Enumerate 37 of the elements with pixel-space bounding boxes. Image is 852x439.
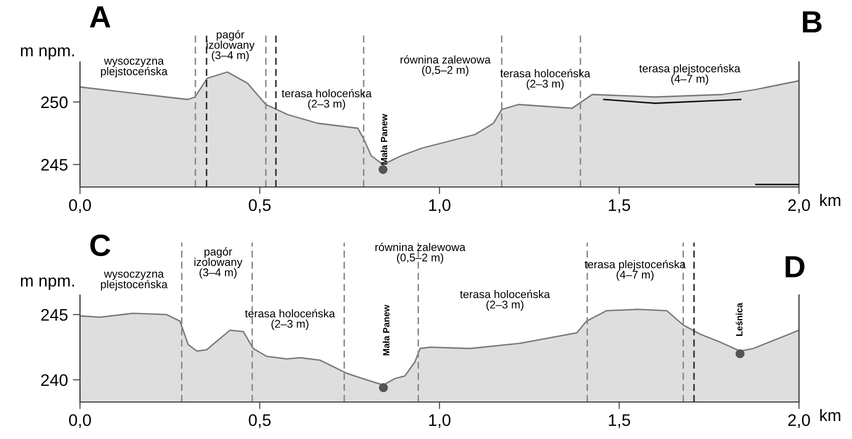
x-tick-label: 1,5 [608,199,630,214]
annotation: Mała Panew [380,114,388,164]
y-tick-label: 240 [41,374,68,386]
y-tick-label: 245 [41,158,68,171]
y-axis-title: m npm. [20,278,74,290]
annotation: terasa holoceńska (2–3 m) [460,290,550,311]
x-axis-title: km [820,194,840,206]
x-tick-label: 0,0 [69,414,91,428]
annotation: Leśnica [736,302,742,336]
y-tick-label: 250 [41,96,68,108]
annotation: Mała Panew [382,304,390,356]
annotation: terasa plejstoceńska (4–7 m) [639,64,740,85]
text: równina zalewowa (0,5–2 m) [375,242,466,264]
text: terasa plejstoceńska (4–7 m) [584,260,686,281]
x-tick-label: 0,5 [248,199,271,214]
annotation: terasa holoceńska (2–3 m) [245,309,336,330]
x-tick-label: 1,0 [429,199,450,214]
x-tick-label: 1,0 [429,414,450,428]
x-tick-label: 0,5 [248,414,271,428]
text: pagór izolowany (3–4 m) [206,30,255,62]
annotation: równina zalewowa (0,5–2 m) [400,55,491,76]
x-tick-label: 2,0 [788,414,810,428]
x-axis-title: km [820,408,840,422]
text: D [786,256,804,278]
text: pagór izolowany (3–4 m) [194,247,242,278]
text: A [90,6,110,28]
text: C [90,234,110,256]
text: B [802,11,822,32]
x-tick-label: 2,0 [788,199,810,214]
y-axis-title: m npm. [20,47,74,60]
x-tick-label: 0,0 [69,199,91,214]
annotation: terasa holoceńska (2–3 m) [282,89,372,110]
text: wysoczyzna plejstoceńska [100,272,168,290]
x-tick-label: 1,5 [608,414,630,428]
annotation: wysoczyzna plejstoceńska [100,58,168,78]
y-tick-label: 245 [41,308,68,321]
annotation: terasa holoceńska (2–3 m) [500,69,590,90]
